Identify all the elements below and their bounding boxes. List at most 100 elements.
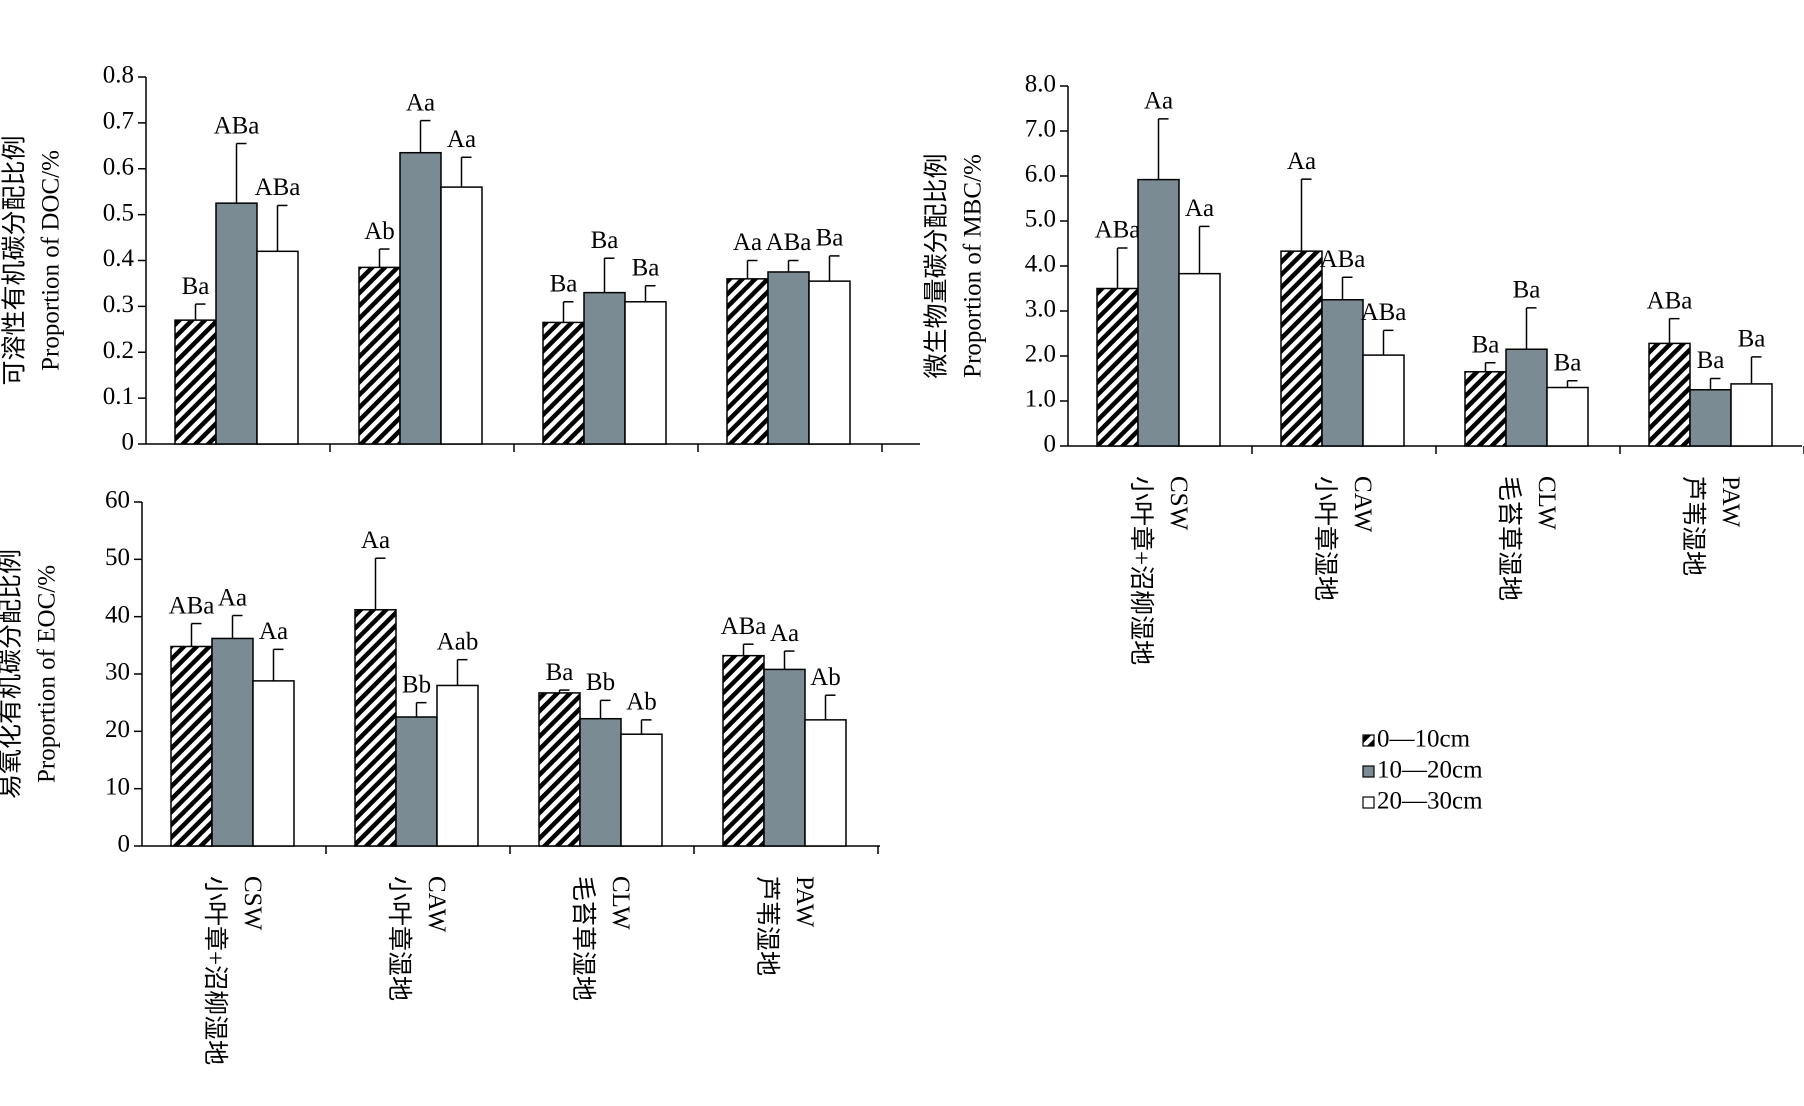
y-tick-label: 0.5 <box>103 199 134 226</box>
significance-label: Aa <box>259 618 288 645</box>
bar <box>726 278 769 445</box>
bar <box>620 733 663 847</box>
significance-label: Aab <box>437 628 479 655</box>
category-label: 小叶章湿地 <box>385 876 413 1001</box>
bar <box>436 684 479 847</box>
category-label: 芦苇湿地 <box>1679 476 1707 576</box>
y-axis-label: 可溶性有机碳分配比例 <box>1 135 29 385</box>
category-label: 小叶章湿地 <box>1311 476 1339 601</box>
significance-label: ABa <box>255 174 301 201</box>
bar <box>256 250 299 445</box>
significance-label: Aa <box>1144 88 1173 115</box>
bar <box>215 202 258 445</box>
significance-label: ABa <box>1361 299 1407 326</box>
bar <box>252 680 295 847</box>
bar <box>583 291 626 445</box>
y-tick-label: 0 <box>1044 431 1057 458</box>
bar <box>804 719 847 847</box>
bar <box>399 151 442 445</box>
bar <box>542 321 585 445</box>
category-code: PAW <box>791 876 818 928</box>
category-code: CAW <box>423 876 450 933</box>
bar <box>395 716 438 847</box>
significance-label: Aa <box>1287 148 1316 175</box>
bar <box>1689 389 1732 447</box>
y-axis-label: 微生物量碳分配比例 <box>923 153 951 378</box>
bar <box>1505 348 1548 447</box>
category-label: 小叶章+沼柳湿地 <box>201 876 229 1065</box>
significance-label: ABa <box>1095 217 1141 244</box>
y-tick-label: 7.0 <box>1025 116 1056 143</box>
bar <box>808 280 851 445</box>
category-label: 毛苔草湿地 <box>569 876 597 1001</box>
legend-label: 0—10cm <box>1377 726 1471 753</box>
legend-label: 10—20cm <box>1377 757 1483 784</box>
category-code: CLW <box>1533 476 1560 530</box>
significance-label: Ba <box>550 271 578 298</box>
y-tick-label: 8.0 <box>1025 71 1056 98</box>
y-axis-label: 易氧化有机碳分配比例 <box>0 549 25 799</box>
significance-label: Aa <box>770 620 799 647</box>
bar <box>1546 386 1589 447</box>
category-code: CSW <box>1165 476 1192 531</box>
significance-label: Ba <box>1738 326 1766 353</box>
y-tick-label: 6.0 <box>1025 161 1056 188</box>
y-tick-label: 40 <box>105 601 130 628</box>
bar <box>722 654 765 847</box>
significance-label: ABa <box>169 592 215 619</box>
y-axis-label: Proportion of MBC/% <box>960 154 987 378</box>
y-tick-label: 0.1 <box>103 383 134 410</box>
legend-swatch <box>1362 796 1375 809</box>
significance-label: Aa <box>733 229 762 256</box>
y-tick-label: 0.4 <box>103 245 135 272</box>
legend-swatch <box>1362 765 1375 778</box>
legend-swatch <box>1362 734 1375 747</box>
significance-label: Aa <box>406 89 435 116</box>
bar <box>1648 342 1691 447</box>
significance-label: Aa <box>447 126 476 153</box>
bar <box>763 668 806 847</box>
y-tick-label: 30 <box>105 659 130 686</box>
bar <box>1280 250 1323 447</box>
y-tick-label: 4.0 <box>1025 251 1056 278</box>
y-tick-label: 1.0 <box>1025 386 1056 413</box>
significance-label: Ba <box>591 227 619 254</box>
significance-label: Ba <box>1554 349 1582 376</box>
significance-label: Ba <box>546 659 574 686</box>
bar <box>1464 371 1507 447</box>
bar <box>440 186 483 445</box>
y-tick-label: 10 <box>105 773 130 800</box>
y-tick-label: 60 <box>105 487 130 514</box>
category-label: 毛苔草湿地 <box>1495 476 1523 601</box>
y-tick-label: 0.8 <box>103 62 134 89</box>
y-tick-label: 20 <box>105 716 130 743</box>
y-axis-label: Proportion of EOC/% <box>34 565 61 783</box>
category-label: 芦苇湿地 <box>753 876 781 976</box>
significance-label: Bb <box>402 671 431 698</box>
bar <box>624 301 667 445</box>
significance-label: Ab <box>810 664 841 691</box>
significance-label: Bb <box>586 669 615 696</box>
significance-label: Ab <box>626 689 657 716</box>
significance-label: ABa <box>214 112 260 139</box>
y-tick-label: 0.7 <box>103 108 134 135</box>
bar <box>1137 178 1180 447</box>
bar <box>358 266 401 445</box>
y-axis-label: Proportion of DOC/% <box>38 150 65 371</box>
significance-label: Aa <box>218 584 247 611</box>
y-tick-label: 50 <box>105 544 130 571</box>
legend-label: 20—30cm <box>1377 788 1483 815</box>
category-code: CLW <box>607 876 634 930</box>
y-tick-label: 0.6 <box>103 153 134 180</box>
bar <box>1730 383 1773 447</box>
significance-label: Aa <box>1185 195 1214 222</box>
bar <box>354 609 397 847</box>
significance-label: Ba <box>1513 277 1541 304</box>
bar <box>174 319 217 445</box>
y-tick-label: 0.2 <box>103 337 134 364</box>
significance-label: Ba <box>182 273 210 300</box>
y-tick-label: 2.0 <box>1025 341 1056 368</box>
significance-label: ABa <box>1647 287 1693 314</box>
significance-label: ABa <box>1320 246 1366 273</box>
